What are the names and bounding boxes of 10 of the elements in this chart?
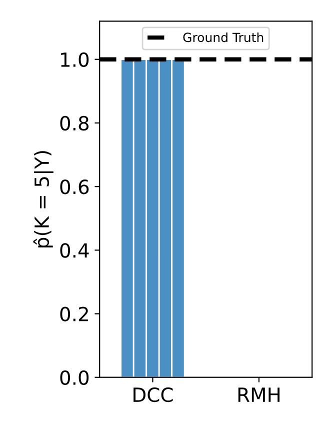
- y-tick-label: 0.2: [60, 306, 88, 322]
- y-tick-label: 0.6: [60, 180, 89, 194]
- legend-label: Ground Truth: [183, 32, 264, 42]
- y-tick-label: 0.4: [60, 243, 89, 258]
- y-tick-label: 1.0: [61, 52, 89, 68]
- y-tick-label: 0.8: [60, 116, 89, 131]
- x-tick-label: RMH: [238, 388, 280, 402]
- y-tick-label: 0.0: [60, 370, 89, 386]
- y-axis-title: p̂(K = 5|Y): [33, 151, 54, 248]
- x-tick-label: DCC: [134, 387, 173, 402]
